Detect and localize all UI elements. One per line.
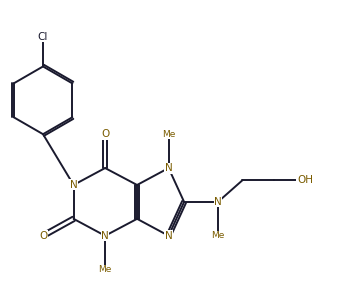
Text: Me: Me <box>211 231 225 240</box>
Text: N: N <box>165 163 172 173</box>
Text: OH: OH <box>297 175 313 185</box>
Text: O: O <box>101 129 109 139</box>
Text: N: N <box>214 197 222 207</box>
Text: O: O <box>39 231 47 241</box>
Text: N: N <box>70 180 78 190</box>
Text: Me: Me <box>162 130 175 139</box>
Text: Me: Me <box>98 265 112 274</box>
Text: Cl: Cl <box>38 32 48 42</box>
Text: N: N <box>165 231 172 241</box>
Text: N: N <box>101 231 109 241</box>
